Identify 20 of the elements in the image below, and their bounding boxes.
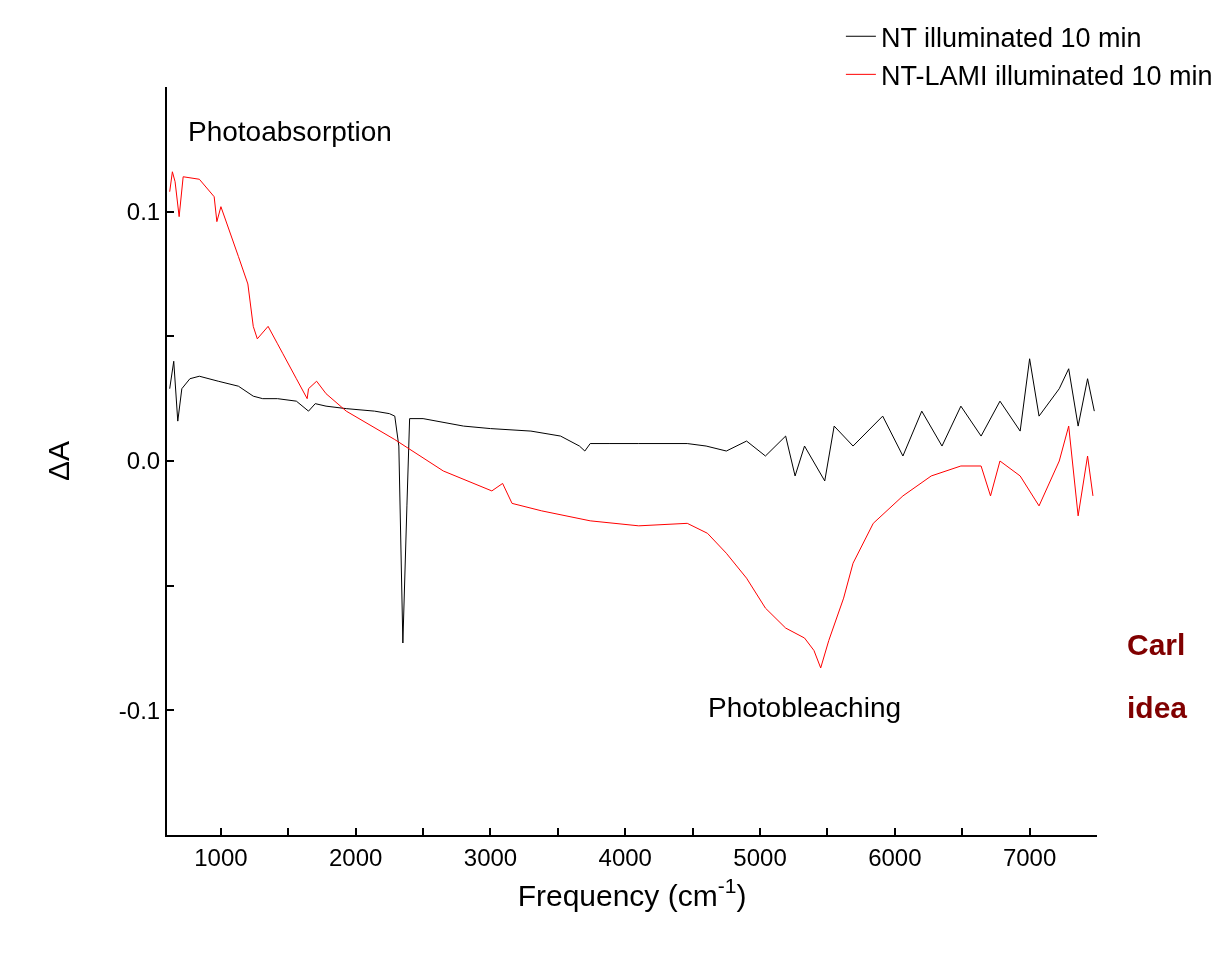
text: idea xyxy=(1127,691,1188,724)
annotation: Photobleaching xyxy=(708,692,902,723)
line-series xyxy=(169,358,1095,644)
y-tick-label: -0.1 xyxy=(118,696,161,724)
y-axis-title: ΔA xyxy=(42,440,76,482)
x-tick-label: 7000 xyxy=(1002,843,1057,871)
x-tick-label: 2000 xyxy=(329,843,383,871)
legend-label: NT illuminated 10 min xyxy=(880,22,1142,53)
x-axis-title: Frequency (cm$^{-1}$) xyxy=(517,874,747,912)
annotation: Photoabsorption xyxy=(188,116,392,147)
x-tick-label: 5000 xyxy=(733,843,787,871)
text: Carl xyxy=(1127,628,1186,661)
x-tick-label: 1000 xyxy=(194,843,248,871)
line-series xyxy=(169,171,1094,669)
x-tick-label: 4000 xyxy=(598,843,652,871)
x-tick-label: 6000 xyxy=(868,843,922,871)
y-tick-label: 0.1 xyxy=(126,198,161,226)
y-tick-label: 0.0 xyxy=(126,447,161,475)
legend-label: NT-LAMI illuminated 10 min xyxy=(880,60,1213,91)
x-tick-label: 3000 xyxy=(463,843,518,871)
